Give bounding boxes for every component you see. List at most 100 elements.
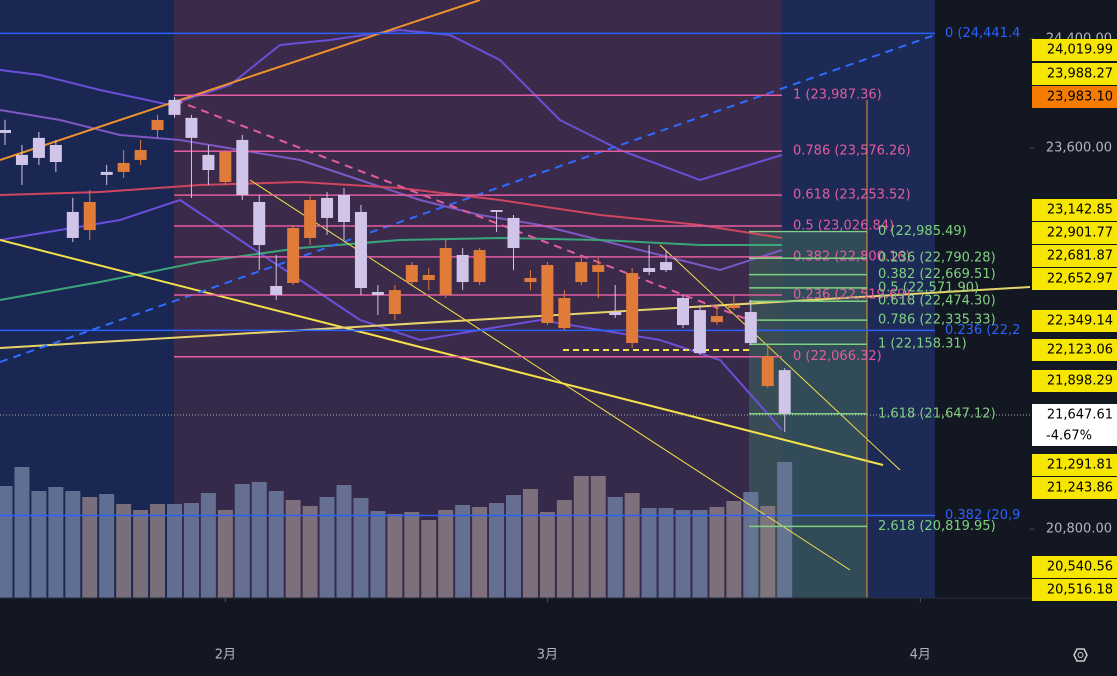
settings-icon[interactable] <box>1073 648 1088 662</box>
candle-body <box>592 265 605 272</box>
candle-body <box>524 277 537 283</box>
trendline <box>174 99 750 321</box>
price-label-box <box>1032 556 1117 578</box>
price-label-box <box>1032 199 1117 221</box>
volume-bar <box>421 520 437 598</box>
volume-bar <box>709 507 725 598</box>
volume-bar <box>234 484 250 598</box>
price-label-box <box>1032 86 1117 108</box>
volume-bar <box>777 462 793 598</box>
y-tick-label: 20,800.00 <box>1046 522 1112 537</box>
volume-bar <box>692 510 708 598</box>
volume-bar <box>251 482 267 598</box>
volume-bar <box>522 489 538 598</box>
volume-bar <box>336 485 352 598</box>
candle-body <box>778 370 791 414</box>
price-label: 20,516.18 <box>1047 583 1113 598</box>
volume-bar <box>489 503 505 598</box>
candle-body <box>388 290 401 315</box>
price-label-box <box>1032 222 1117 244</box>
price-label: 23,983.10 <box>1047 90 1113 105</box>
volume-bar <box>99 494 115 598</box>
price-label: 23,142.85 <box>1047 203 1113 218</box>
volume-bar <box>353 498 369 598</box>
candle-body <box>439 248 452 295</box>
candle-body <box>609 312 622 315</box>
candle-body <box>354 211 367 289</box>
volume-bar <box>150 504 166 598</box>
candle-body <box>168 99 181 115</box>
candle-body <box>15 154 28 165</box>
volume-bar <box>285 500 301 598</box>
volume-bar <box>726 501 742 598</box>
fib-label: 0.382 (22,669.51) <box>878 267 996 282</box>
volume-bar <box>65 491 81 598</box>
ma-green <box>0 236 782 301</box>
candle-body <box>134 150 147 160</box>
price-label-box <box>1032 245 1117 267</box>
candle-body <box>744 312 757 344</box>
price-label: 21,243.86 <box>1047 481 1113 496</box>
fib-label: 1 (23,987.36) <box>793 88 882 103</box>
price-label: 22,681.87 <box>1047 249 1113 264</box>
volume-bar <box>438 510 454 598</box>
fib-label: 0.5 (23,026.84) <box>793 218 894 233</box>
candle-body <box>710 316 723 323</box>
candle-body <box>236 139 249 195</box>
volume-bar <box>0 486 13 598</box>
volume-bar <box>573 476 589 598</box>
volume-bar <box>200 493 216 598</box>
price-label-box <box>1032 39 1117 61</box>
x-tick-label: 4月 <box>910 648 931 663</box>
candle-body <box>473 250 486 283</box>
x-tick-label: 2月 <box>215 648 236 663</box>
price-label-box <box>1032 339 1117 361</box>
candle-body <box>558 297 571 329</box>
fib-label: 0.618 (22,474.30) <box>878 294 996 309</box>
volume-bar <box>743 492 759 598</box>
volume-bar <box>48 487 64 598</box>
price-label: 23,988.27 <box>1047 67 1113 82</box>
price-change: -4.67% <box>1046 429 1092 444</box>
price-label-box <box>1032 268 1117 290</box>
candle-body <box>66 211 79 238</box>
price-label: 21,898.29 <box>1047 374 1113 389</box>
fib-label: 0 (22,066.32) <box>793 349 882 364</box>
candle-body <box>0 130 11 133</box>
volume-bar <box>455 505 471 598</box>
fib-label: 0.236 (22,790.28) <box>878 251 996 266</box>
candle-body <box>185 117 198 138</box>
fib-label: 0.5 (22,571.90) <box>878 280 979 295</box>
volume-bar <box>472 507 488 598</box>
candle-body <box>575 262 588 283</box>
fib-label: 0 (24,441.4 <box>945 26 1020 41</box>
indicators <box>0 0 1031 598</box>
fib-label: 0.382 (22,800.16) <box>793 249 911 264</box>
fib-label: 0.236 (22,519.69) <box>793 288 911 303</box>
volume-bar <box>658 508 674 598</box>
fib-label: 2.618 (20,819.95) <box>878 519 996 534</box>
ma-red <box>0 180 783 239</box>
candle-body <box>456 254 469 283</box>
volume-bar <box>133 510 149 598</box>
candle-body <box>117 162 130 172</box>
candle-body <box>490 210 503 212</box>
volume-bar <box>624 493 640 598</box>
fib-label: 1 (22,158.31) <box>878 337 967 352</box>
candle-body <box>371 291 384 295</box>
x-tick-label: 3月 <box>537 648 558 663</box>
candle-body <box>287 228 300 284</box>
volume-bar <box>641 508 657 598</box>
volume-bar <box>590 476 606 598</box>
volume-bar <box>31 491 47 598</box>
candle-body <box>507 217 520 249</box>
volume-bar <box>404 512 420 598</box>
price-label: 22,901.77 <box>1047 226 1113 241</box>
candle-body <box>643 268 656 272</box>
candle-body <box>49 144 62 162</box>
volume-bar <box>82 497 98 598</box>
volume-bar <box>116 504 132 598</box>
fib-label: 0.236 (22,2 <box>945 323 1020 338</box>
trendline <box>0 34 936 363</box>
